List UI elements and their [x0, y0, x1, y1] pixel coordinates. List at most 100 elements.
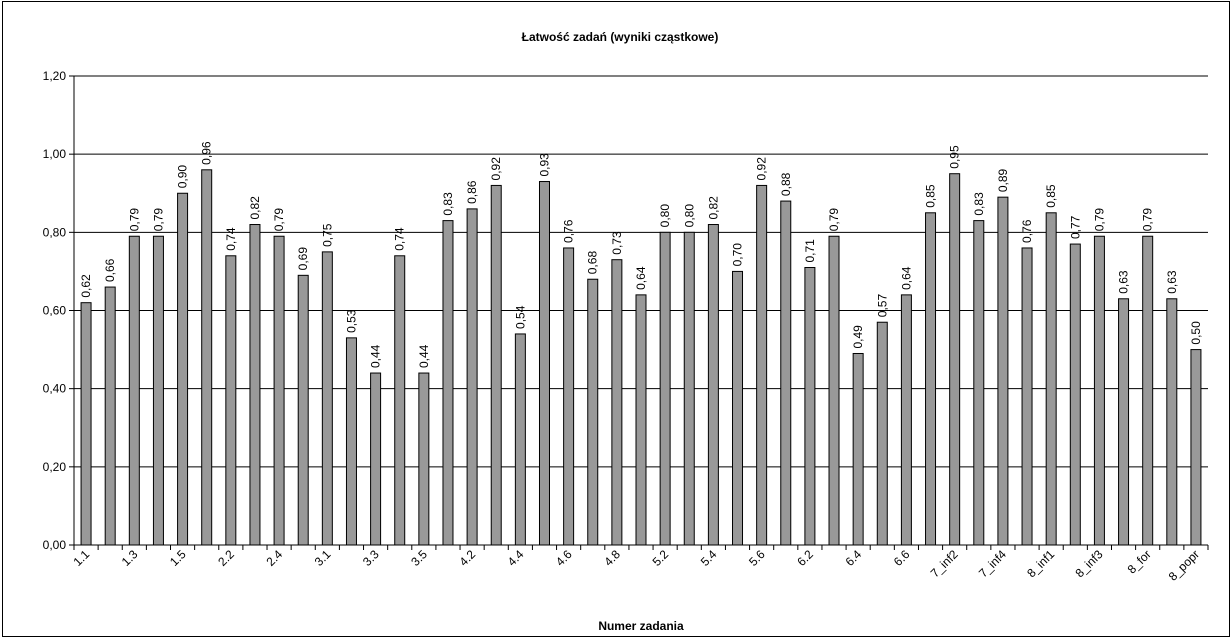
x-tick-label: 3.3: [360, 547, 382, 569]
bar: [177, 192, 189, 546]
x-tick-label: 6.4: [843, 547, 865, 569]
bar: [997, 196, 1009, 546]
x-tick-label: 3.1: [312, 547, 334, 569]
data-label: 0,92: [755, 157, 769, 181]
data-label: 0,64: [899, 266, 913, 290]
bars: [80, 169, 1202, 546]
bar: [635, 294, 647, 546]
bar: [321, 251, 333, 546]
bar: [1093, 235, 1105, 546]
bar: [201, 169, 213, 546]
data-label: 0,63: [1165, 270, 1179, 294]
x-tick-label: 2.4: [264, 547, 286, 569]
bar: [1142, 235, 1154, 546]
bar: [852, 352, 864, 546]
y-tick-label: 0,40: [43, 382, 67, 396]
bar: [973, 220, 985, 546]
y-tick-label: 1,00: [43, 147, 67, 161]
x-tick-label: 4.2: [457, 547, 479, 569]
y-tick-label: 0,00: [43, 538, 67, 552]
data-label: 0,74: [393, 227, 407, 251]
data-label: 0,90: [176, 165, 190, 189]
bar: [1045, 212, 1057, 546]
data-label: 0,80: [658, 204, 672, 228]
x-tick-label: 2.2: [215, 547, 237, 569]
bar: [297, 274, 309, 546]
bar: [418, 372, 430, 546]
bar: [587, 278, 599, 546]
data-label: 0,49: [851, 325, 865, 349]
data-label: 0,66: [103, 258, 117, 282]
data-label: 0,82: [706, 196, 720, 220]
bar: [1190, 349, 1202, 546]
data-label: 0,53: [344, 309, 358, 333]
x-tick-label: 5.2: [650, 547, 672, 569]
bar: [1166, 298, 1178, 546]
bar: [876, 321, 888, 546]
data-label: 0,79: [1092, 208, 1106, 232]
y-tick-label: 0,80: [43, 225, 67, 239]
data-label: 0,54: [513, 305, 527, 329]
data-label: 0,57: [875, 294, 889, 318]
bar: [949, 173, 961, 546]
y-tick-label: 1,20: [43, 69, 67, 83]
bar: [538, 181, 550, 546]
bar: [225, 255, 237, 546]
data-label: 0,79: [151, 208, 165, 232]
data-label: 0,85: [1044, 184, 1058, 208]
data-label: 0,83: [441, 192, 455, 216]
data-labels: 0,62 0,66 0,79 0,79 0,90 0,96 0,74 0,82 0,79 0,69…: [79, 141, 1203, 368]
x-axis-ticks: 1.1 1.3 1.5 2.2 2.4 3.1 3.3 3.5 4.2 4.4 4.6 4.8 5.2 5…: [70, 545, 1209, 584]
bar: [273, 235, 285, 546]
bar: [249, 224, 261, 546]
y-axis-ticks: 0,00 0,20 0,40 0,60 0,80 1,00 1,20: [43, 69, 74, 552]
x-tick-label: 8_inf1: [1024, 547, 1057, 580]
x-axis-title: Numer zadania: [598, 619, 684, 633]
data-label: 0,44: [417, 344, 431, 368]
data-label: 0,62: [79, 274, 93, 298]
bar: [683, 231, 695, 546]
data-label: 0,75: [320, 223, 334, 247]
data-label: 0,73: [610, 231, 624, 255]
data-label: 0,64: [634, 266, 648, 290]
bar: [659, 231, 671, 546]
data-label: 0,95: [948, 145, 962, 169]
bar: [611, 259, 623, 546]
bar: [780, 200, 792, 546]
x-tick-label: 1.5: [167, 547, 189, 569]
bar: [732, 270, 744, 546]
data-label: 0,83: [972, 192, 986, 216]
x-tick-label: 8_inf3: [1073, 547, 1106, 580]
x-tick-label: 1.3: [119, 547, 141, 569]
x-tick-label: 8_popr: [1166, 547, 1202, 583]
data-label: 0,79: [272, 208, 286, 232]
bar: [900, 294, 912, 546]
data-label: 0,68: [586, 251, 600, 275]
bar: [394, 255, 406, 546]
x-tick-label: 4.8: [601, 547, 623, 569]
bar: [345, 337, 357, 546]
data-label: 0,76: [1020, 219, 1034, 243]
bar: [828, 235, 840, 546]
y-tick-label: 0,20: [43, 460, 67, 474]
data-label: 0,74: [224, 227, 238, 251]
data-label: 0,80: [682, 204, 696, 228]
data-label: 0,86: [465, 180, 479, 204]
bar: [1069, 243, 1081, 546]
bar: [1021, 247, 1033, 546]
x-tick-label: 3.5: [408, 547, 430, 569]
y-tick-label: 0,60: [43, 304, 67, 318]
axes: [73, 76, 1208, 546]
data-label: 0,85: [924, 184, 938, 208]
x-tick-label: 5.4: [698, 547, 720, 569]
bar: [370, 372, 382, 546]
bar: [80, 302, 92, 546]
x-tick-label: 6.2: [794, 547, 816, 569]
bar: [514, 333, 526, 546]
bar: [442, 220, 454, 546]
x-tick-label: 5.6: [746, 547, 768, 569]
data-label: 0,63: [1117, 270, 1131, 294]
bar: [563, 247, 575, 546]
data-label: 0,92: [489, 157, 503, 181]
